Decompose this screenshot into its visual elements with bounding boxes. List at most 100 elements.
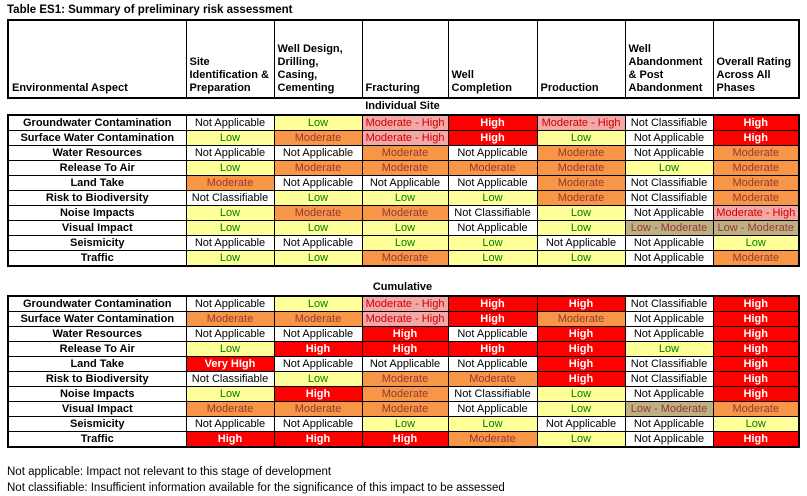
rating-cell: Not Applicable <box>273 145 363 161</box>
rating-cell: Low <box>185 341 275 357</box>
table-row: Seismicity Not Applicable Not Applicable Lo… <box>7 235 800 251</box>
rating-cell: High <box>712 114 800 131</box>
aspect-cell: Land Take <box>7 175 187 191</box>
rating-cell: High <box>447 114 538 131</box>
rating-cell: Low - Moderate <box>712 220 800 236</box>
rating-cell: High <box>712 431 800 448</box>
rating-cell: Moderate <box>361 145 449 161</box>
rating-cell: High <box>712 386 800 402</box>
note-not-applicable: Not applicable: Impact not relevant to t… <box>7 466 332 478</box>
rating-cell: Low <box>273 190 363 206</box>
column-header: Well Abandonment & Post Abandonment <box>624 19 714 99</box>
rating-cell: High <box>361 341 449 357</box>
rating-cell: High <box>447 130 538 146</box>
table-row: Risk to Biodiversity Not Classifiable Low M… <box>7 371 800 387</box>
rating-cell: Moderate <box>712 160 800 176</box>
rating-cell: Not Classifiable <box>624 114 714 131</box>
rating-cell: Low <box>185 220 275 236</box>
rating-cell: Not Applicable <box>185 416 275 432</box>
rating-cell: Moderate <box>536 160 626 176</box>
table-row: Land Take Very HIgh Not Applicable Not Appl… <box>7 356 800 372</box>
rating-cell: Not Applicable <box>273 326 363 342</box>
rating-cell: Moderate <box>273 401 363 417</box>
aspect-cell: Surface Water Contamination <box>7 311 187 327</box>
table-row: Water Resources Not Applicable Not Applica… <box>7 145 800 161</box>
rating-cell: Not Applicable <box>447 145 538 161</box>
aspect-cell: Risk to Biodiversity <box>7 190 187 206</box>
table-row: Water Resources Not Applicable Not Applica… <box>7 326 800 342</box>
table-row: Noise Impacts Low Moderate Moderate Not Clas… <box>7 205 800 221</box>
rating-cell: Moderate <box>447 160 538 176</box>
aspect-cell: Groundwater Contamination <box>7 295 187 312</box>
rating-cell: Not Applicable <box>624 235 714 251</box>
table-row: Surface Water Contamination Low Moderate Mo… <box>7 130 800 146</box>
table-row: Risk to Biodiversity Not Classifiable Low L… <box>7 190 800 206</box>
rating-cell: Not Applicable <box>185 114 275 131</box>
rating-cell: Not Applicable <box>624 250 714 267</box>
rating-cell: Not Applicable <box>273 416 363 432</box>
rating-cell: High <box>712 130 800 146</box>
rating-cell: High <box>273 431 363 448</box>
rating-cell: Not Applicable <box>624 386 714 402</box>
rating-cell: Moderate <box>536 175 626 191</box>
rating-cell: Not Applicable <box>447 356 538 372</box>
rating-cell: Moderate - High <box>361 130 449 146</box>
rating-cell: High <box>273 341 363 357</box>
rating-cell: Low <box>712 235 800 251</box>
rating-cell: Moderate <box>361 250 449 267</box>
section-label-cumulative: Cumulative <box>372 281 433 293</box>
rating-cell: Low <box>447 235 538 251</box>
rating-cell: Low <box>624 341 714 357</box>
rating-cell: Low <box>536 205 626 221</box>
rating-cell: High <box>536 295 626 312</box>
note-not-classifiable: Not classifiable: Insufficient informati… <box>7 482 505 494</box>
rating-cell: Moderate <box>712 175 800 191</box>
rating-cell: Not Applicable <box>536 235 626 251</box>
rating-cell: Not Classifiable <box>624 190 714 206</box>
table-row: Traffic Low Low Moderate Low Low Not Applicabl… <box>7 250 800 267</box>
rating-cell: Not Applicable <box>185 235 275 251</box>
table-row: Release To Air Low Moderate Moderate Moderat… <box>7 160 800 176</box>
rating-cell: Not Classifiable <box>624 356 714 372</box>
rating-cell: Low <box>536 130 626 146</box>
aspect-cell: Visual Impact <box>7 220 187 236</box>
rating-cell: Not Applicable <box>447 326 538 342</box>
rating-cell: Moderate <box>273 311 363 327</box>
column-header: Site Identification & Preparation <box>185 19 275 99</box>
rating-cell: Not Applicable <box>361 175 449 191</box>
rating-cell: Moderate <box>712 250 800 267</box>
rating-cell: Not Applicable <box>447 175 538 191</box>
aspect-cell: Water Resources <box>7 145 187 161</box>
table-row: Visual Impact Low Low Low Not Applicable Low L… <box>7 220 800 236</box>
rating-cell: Moderate <box>185 401 275 417</box>
rating-cell: Moderate <box>361 401 449 417</box>
rating-cell: High <box>712 341 800 357</box>
rating-cell: Not Applicable <box>273 235 363 251</box>
rating-cell: Low <box>185 205 275 221</box>
rating-cell: High <box>361 431 449 448</box>
aspect-cell: Groundwater Contamination <box>7 114 187 131</box>
rating-cell: Moderate <box>273 130 363 146</box>
rating-cell: Low <box>536 401 626 417</box>
rating-cell: High <box>712 371 800 387</box>
rating-cell: Low - Moderate <box>624 401 714 417</box>
rating-cell: High <box>447 341 538 357</box>
rating-cell: Not Applicable <box>185 295 275 312</box>
rating-cell: Not Applicable <box>447 220 538 236</box>
aspect-cell: Land Take <box>7 356 187 372</box>
rating-cell: Low <box>185 250 275 267</box>
rating-cell: Moderate - High <box>361 114 449 131</box>
section-label-individual-site: Individual Site <box>365 100 440 112</box>
table-row: Traffic High High High Moderate Low Not Applic… <box>7 431 800 448</box>
column-header: Environmental Aspect <box>7 19 187 99</box>
rating-cell: Low <box>361 220 449 236</box>
rating-cell: Low <box>185 386 275 402</box>
rating-cell: Not Applicable <box>185 145 275 161</box>
rating-cell: Moderate <box>447 371 538 387</box>
aspect-cell: Release To Air <box>7 160 187 176</box>
rating-cell: Moderate <box>712 190 800 206</box>
rating-cell: Not Applicable <box>185 326 275 342</box>
rating-cell: Moderate <box>536 145 626 161</box>
rating-cell: Not Classifiable <box>624 295 714 312</box>
